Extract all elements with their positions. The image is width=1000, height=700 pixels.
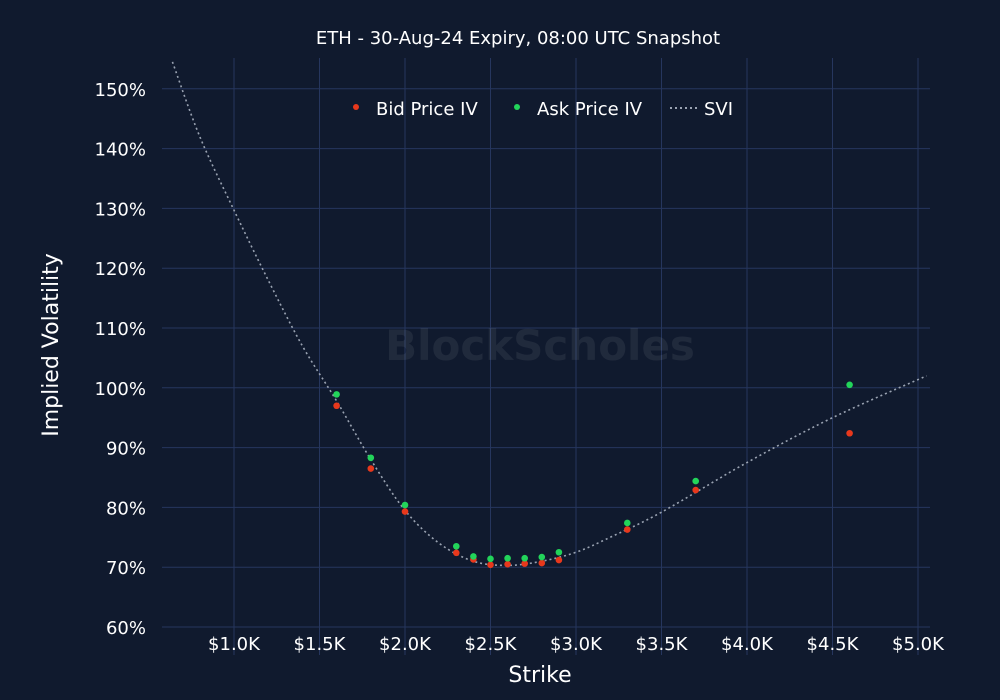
ask-iv-point (624, 519, 631, 527)
ask-iv-point (692, 477, 699, 485)
bid-iv-point (367, 465, 375, 472)
legend-svi-label[interactable]: SVI (704, 99, 733, 120)
bid-iv-point (521, 560, 528, 567)
y-tick-label: 90% (106, 439, 146, 460)
ask-iv-point (521, 554, 528, 562)
x-axis-label: Strike (508, 663, 571, 688)
ask-iv-point (504, 554, 511, 562)
bid-iv-point (692, 486, 699, 494)
watermark: BlockScholes (385, 321, 695, 370)
bid-iv-point (555, 556, 563, 564)
bid-iv-point (453, 549, 460, 557)
ask-iv-point (453, 542, 460, 550)
y-tick-label: 110% (95, 319, 146, 340)
x-axis: $1.0K $1.5K $2.0K $2.5K $3.0K $3.5K $4.0K $4.5K… (208, 634, 945, 655)
y-tick-label: 100% (95, 379, 146, 400)
svi-curve (171, 61, 927, 567)
ask-iv-point (470, 553, 477, 560)
grid (162, 58, 930, 655)
ask-iv-point (333, 391, 340, 398)
y-axis-label: Implied Volatility (39, 253, 64, 437)
bid-iv-point (624, 526, 631, 533)
x-tick-label: $3.5K (636, 634, 689, 655)
bid-iv-point (846, 429, 853, 437)
ask-iv-point (538, 553, 546, 561)
y-tick-label: 120% (95, 259, 146, 280)
legend: Bid Price IV Ask Price IV SVI (353, 99, 733, 120)
legend-ask-label[interactable]: Ask Price IV (537, 99, 643, 120)
legend-bid-marker (353, 104, 359, 110)
y-tick-label: 70% (106, 558, 146, 579)
x-tick-label: $5.0K (892, 634, 945, 655)
bid-iv-point (487, 561, 494, 569)
chart-title: ETH - 30-Aug-24 Expiry, 08:00 UTC Snapsh… (316, 28, 720, 49)
x-tick-label: $2.0K (379, 634, 432, 655)
x-tick-label: $1.5K (294, 634, 347, 655)
y-tick-label: 60% (106, 618, 146, 639)
y-tick-label: 150% (95, 80, 146, 101)
legend-ask-marker (514, 104, 520, 110)
bid-iv-point (401, 508, 409, 515)
ask-iv-point (401, 501, 409, 509)
y-axis: 60% 70% 80% 90% 100% 110% 120% 130% 140% 150% (95, 80, 146, 639)
plot-area (171, 61, 927, 569)
x-tick-label: $2.5K (465, 634, 518, 655)
legend-bid-label[interactable]: Bid Price IV (376, 99, 478, 120)
bid-iv-point (538, 559, 546, 567)
x-tick-label: $1.0K (208, 634, 261, 655)
ask-iv-point (555, 548, 563, 556)
ask-iv-point (367, 454, 375, 462)
x-tick-label: $4.0K (721, 634, 774, 655)
ask-iv-point (846, 381, 853, 389)
y-tick-label: 80% (106, 498, 146, 519)
y-tick-label: 130% (95, 199, 146, 220)
ask-iv-point (487, 555, 494, 563)
y-tick-label: 140% (95, 140, 146, 161)
x-tick-label: $4.5K (807, 634, 860, 655)
x-tick-label: $3.0K (550, 634, 603, 655)
bid-iv-point (504, 560, 511, 568)
bid-iv-point (333, 402, 340, 410)
